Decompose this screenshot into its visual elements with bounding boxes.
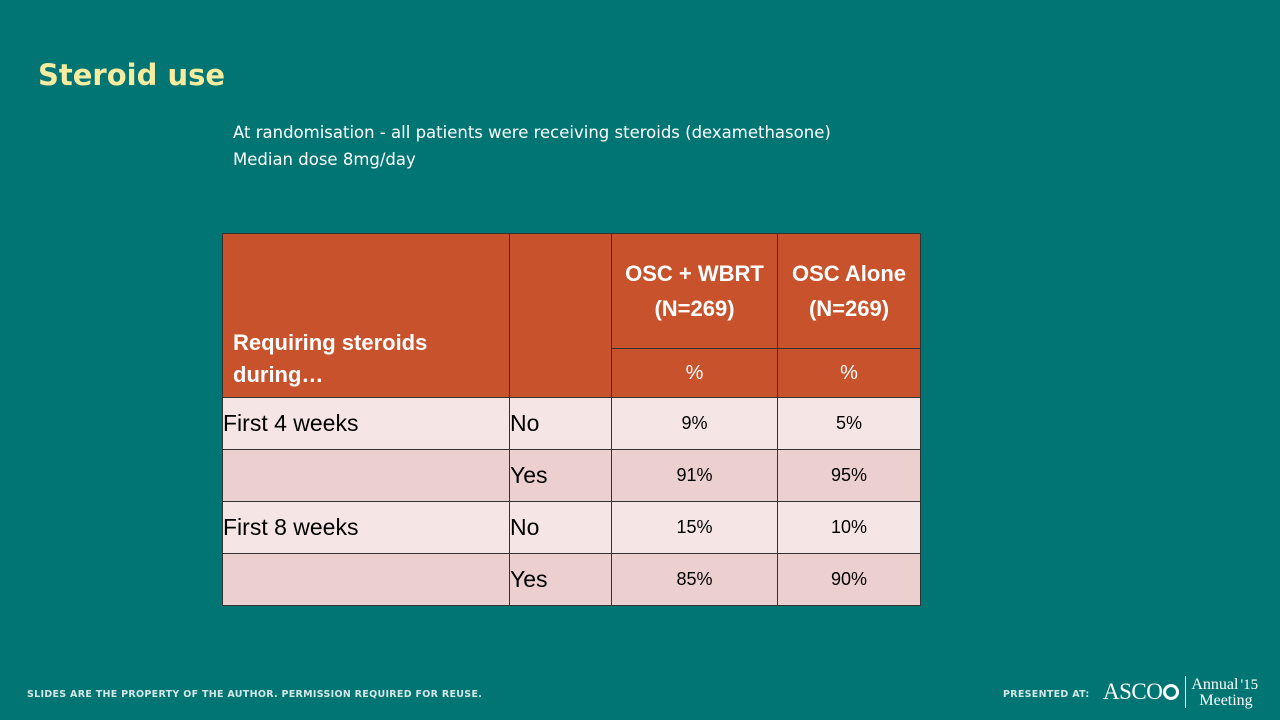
period-label	[222, 553, 510, 606]
response-label: No	[509, 501, 612, 554]
response-label: No	[509, 397, 612, 450]
value-osc-alone: 10%	[777, 501, 921, 554]
period-label: First 4 weeks	[222, 397, 510, 450]
header-title-cell: Requiring steroids during…	[222, 233, 510, 398]
logo-annual: Annual	[1191, 675, 1239, 693]
response-label: Yes	[509, 449, 612, 502]
table-header-row: Requiring steroids during… OSC + WBRT (N…	[222, 233, 921, 398]
header-title: Requiring steroids during…	[233, 330, 428, 387]
value-osc-alone: 5%	[777, 397, 921, 450]
value-osc-wbrt: 9%	[611, 397, 778, 450]
value-osc-alone: 90%	[777, 553, 921, 606]
value-osc-wbrt: 15%	[611, 501, 778, 554]
value-osc-wbrt: 85%	[611, 553, 778, 606]
asco-annual-meeting-logo: ASCO Annual '15 Meeting	[1103, 676, 1258, 708]
period-label: First 8 weeks	[222, 501, 510, 554]
logo-org: ASCO	[1103, 679, 1163, 704]
response-label: Yes	[509, 553, 612, 606]
logo-year: '15	[1240, 676, 1259, 693]
slide-subtitle: At randomisation - all patients were rec…	[233, 119, 831, 173]
footer-presented-at: PRESENTED AT:	[1003, 689, 1090, 700]
subtitle-line-2: Median dose 8mg/day	[233, 150, 416, 169]
table-unit-row: % %	[223, 348, 921, 398]
logo-divider	[1185, 676, 1187, 708]
header-empty-cell	[509, 233, 612, 398]
footer-disclaimer: SLIDES ARE THE PROPERTY OF THE AUTHOR. P…	[27, 689, 483, 700]
unit-col-osc-alone: %	[777, 348, 921, 398]
value-osc-alone: 95%	[777, 449, 921, 502]
logo-meeting: Meeting	[1199, 691, 1253, 709]
period-label	[222, 449, 510, 502]
header-col-osc-wbrt: OSC + WBRT (N=269)	[611, 233, 778, 349]
subtitle-line-1: At randomisation - all patients were rec…	[233, 123, 831, 142]
header-col-osc-alone: OSC Alone (N=269)	[777, 233, 921, 349]
logo-meeting-text: Annual '15 Meeting	[1191, 675, 1259, 709]
asco-flame-icon	[1163, 684, 1180, 700]
slide-title: Steroid use	[38, 58, 226, 92]
table-row: Yes 85% 90%	[222, 553, 921, 606]
unit-col-osc-wbrt: %	[611, 348, 778, 398]
steroid-use-table: Requiring steroids during… OSC + WBRT (N…	[222, 233, 921, 606]
table-row: First 8 weeks No 15% 10%	[222, 501, 921, 554]
table-row: First 4 weeks No 9% 5%	[222, 397, 921, 450]
table-row: Yes 91% 95%	[222, 449, 921, 502]
value-osc-wbrt: 91%	[611, 449, 778, 502]
